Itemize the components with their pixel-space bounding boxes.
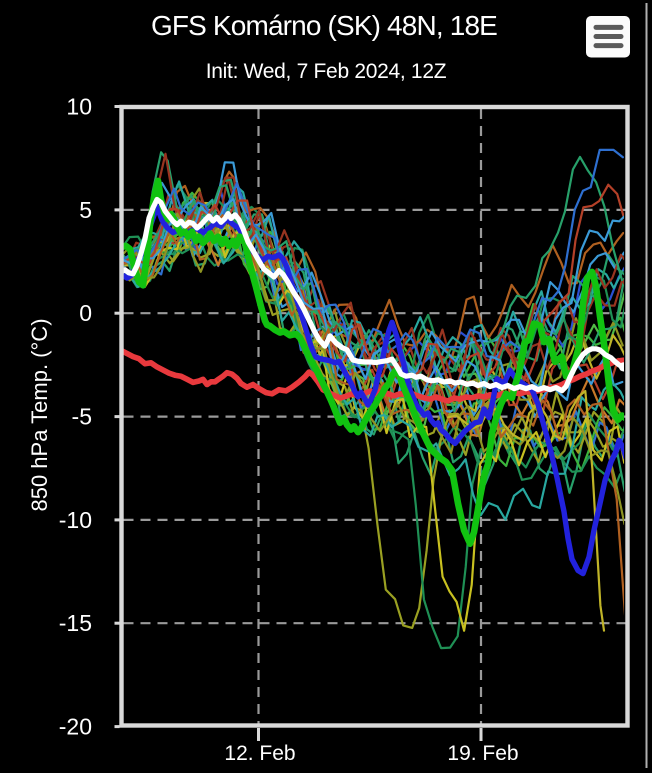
svg-text:-15: -15 <box>59 610 92 636</box>
svg-text:19. Feb: 19. Feb <box>447 742 518 765</box>
svg-text:-5: -5 <box>72 404 92 430</box>
svg-text:10: 10 <box>66 94 92 120</box>
svg-text:Init: Wed, 7 Feb 2024, 12Z: Init: Wed, 7 Feb 2024, 12Z <box>206 60 447 83</box>
svg-text:5: 5 <box>79 197 92 223</box>
svg-text:-10: -10 <box>59 507 92 533</box>
svg-text:-20: -20 <box>59 714 92 740</box>
svg-text:GFS Komárno (SK) 48N, 18E: GFS Komárno (SK) 48N, 18E <box>151 10 497 41</box>
svg-text:12. Feb: 12. Feb <box>224 742 295 765</box>
svg-text:850 hPa Temp. (°C): 850 hPa Temp. (°C) <box>27 318 52 511</box>
svg-text:0: 0 <box>79 300 92 326</box>
